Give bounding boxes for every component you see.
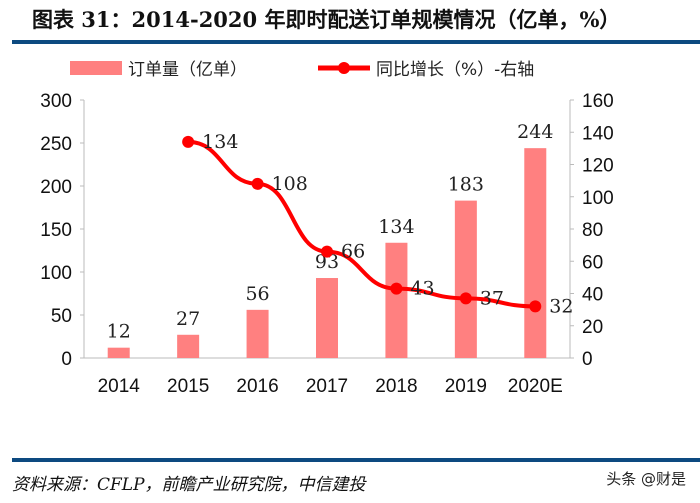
- chart-title: 图表 31：2014-2020 年即时配送订单规模情况（亿单，%）: [32, 7, 621, 32]
- bar-data-label: 244: [517, 121, 553, 143]
- right-tick-label: 160: [582, 91, 614, 112]
- x-tick-label: 2014: [98, 376, 141, 397]
- title-divider: [12, 40, 700, 44]
- footer-divider: [12, 458, 700, 462]
- bar-data-label: 27: [176, 308, 200, 330]
- line-data-label: 43: [410, 278, 434, 300]
- line-data-label: 108: [272, 173, 308, 195]
- line-data-label: 66: [341, 241, 365, 263]
- left-tick-label: 250: [40, 134, 72, 155]
- bar-data-label: 93: [315, 251, 339, 273]
- line-marker: [251, 177, 264, 190]
- right-tick-label: 140: [582, 123, 614, 144]
- bar: [107, 347, 130, 358]
- right-tick-label: 80: [582, 220, 603, 241]
- bar-data-label: 56: [245, 283, 269, 305]
- line-data-label: 32: [549, 295, 573, 317]
- watermark: 头条 @财是: [606, 470, 686, 488]
- source-note: 资料来源：CFLP，前瞻产业研究院，中信建投: [12, 475, 366, 495]
- left-tick-label: 0: [61, 349, 72, 370]
- right-tick-label: 0: [582, 349, 593, 370]
- bar: [177, 334, 200, 358]
- chart: 订单量（亿单） 同比增长（%）-右轴 0 50 100 150 200 250 300 0 20 40…: [40, 60, 614, 397]
- bar: [454, 200, 477, 358]
- line-marker: [390, 282, 403, 295]
- bar-data-label: 183: [448, 174, 484, 196]
- x-tick-label: 2015: [167, 376, 209, 397]
- growth-line: [188, 139, 536, 309]
- line-marker: [529, 300, 542, 313]
- line-marker: [321, 245, 333, 258]
- left-tick-label: 150: [40, 220, 72, 241]
- legend-bar-swatch: [70, 61, 122, 75]
- x-tick-label: 2017: [306, 376, 348, 397]
- line-marker: [182, 135, 195, 148]
- line-marker: [459, 292, 472, 305]
- x-tick-label: 2020E: [508, 376, 563, 397]
- line-data-label: 134: [202, 131, 238, 153]
- bar: [524, 148, 547, 358]
- bar-data-label: 134: [378, 216, 414, 238]
- legend-line-label: 同比增长（%）-右轴: [376, 60, 534, 80]
- bar: [316, 278, 338, 358]
- legend-line-marker: [338, 62, 350, 74]
- bar: [246, 309, 269, 358]
- bar-data-label: 12: [107, 321, 131, 343]
- right-tick-label: 100: [582, 188, 614, 209]
- left-tick-label: 300: [40, 91, 72, 112]
- right-tick-label: 20: [582, 317, 603, 338]
- right-tick-label: 60: [582, 252, 603, 273]
- x-tick-label: 2016: [236, 376, 278, 397]
- x-tick-label: 2019: [445, 376, 487, 397]
- bar: [385, 242, 408, 358]
- x-tick-label: 2018: [375, 376, 417, 397]
- line-data-label: 37: [480, 287, 504, 309]
- left-tick-label: 200: [40, 177, 72, 198]
- legend-bar-label: 订单量（亿单）: [128, 60, 247, 80]
- left-tick-label: 50: [51, 306, 72, 327]
- right-tick-label: 120: [582, 156, 614, 177]
- right-tick-label: 40: [582, 285, 603, 306]
- left-tick-label: 100: [40, 263, 72, 284]
